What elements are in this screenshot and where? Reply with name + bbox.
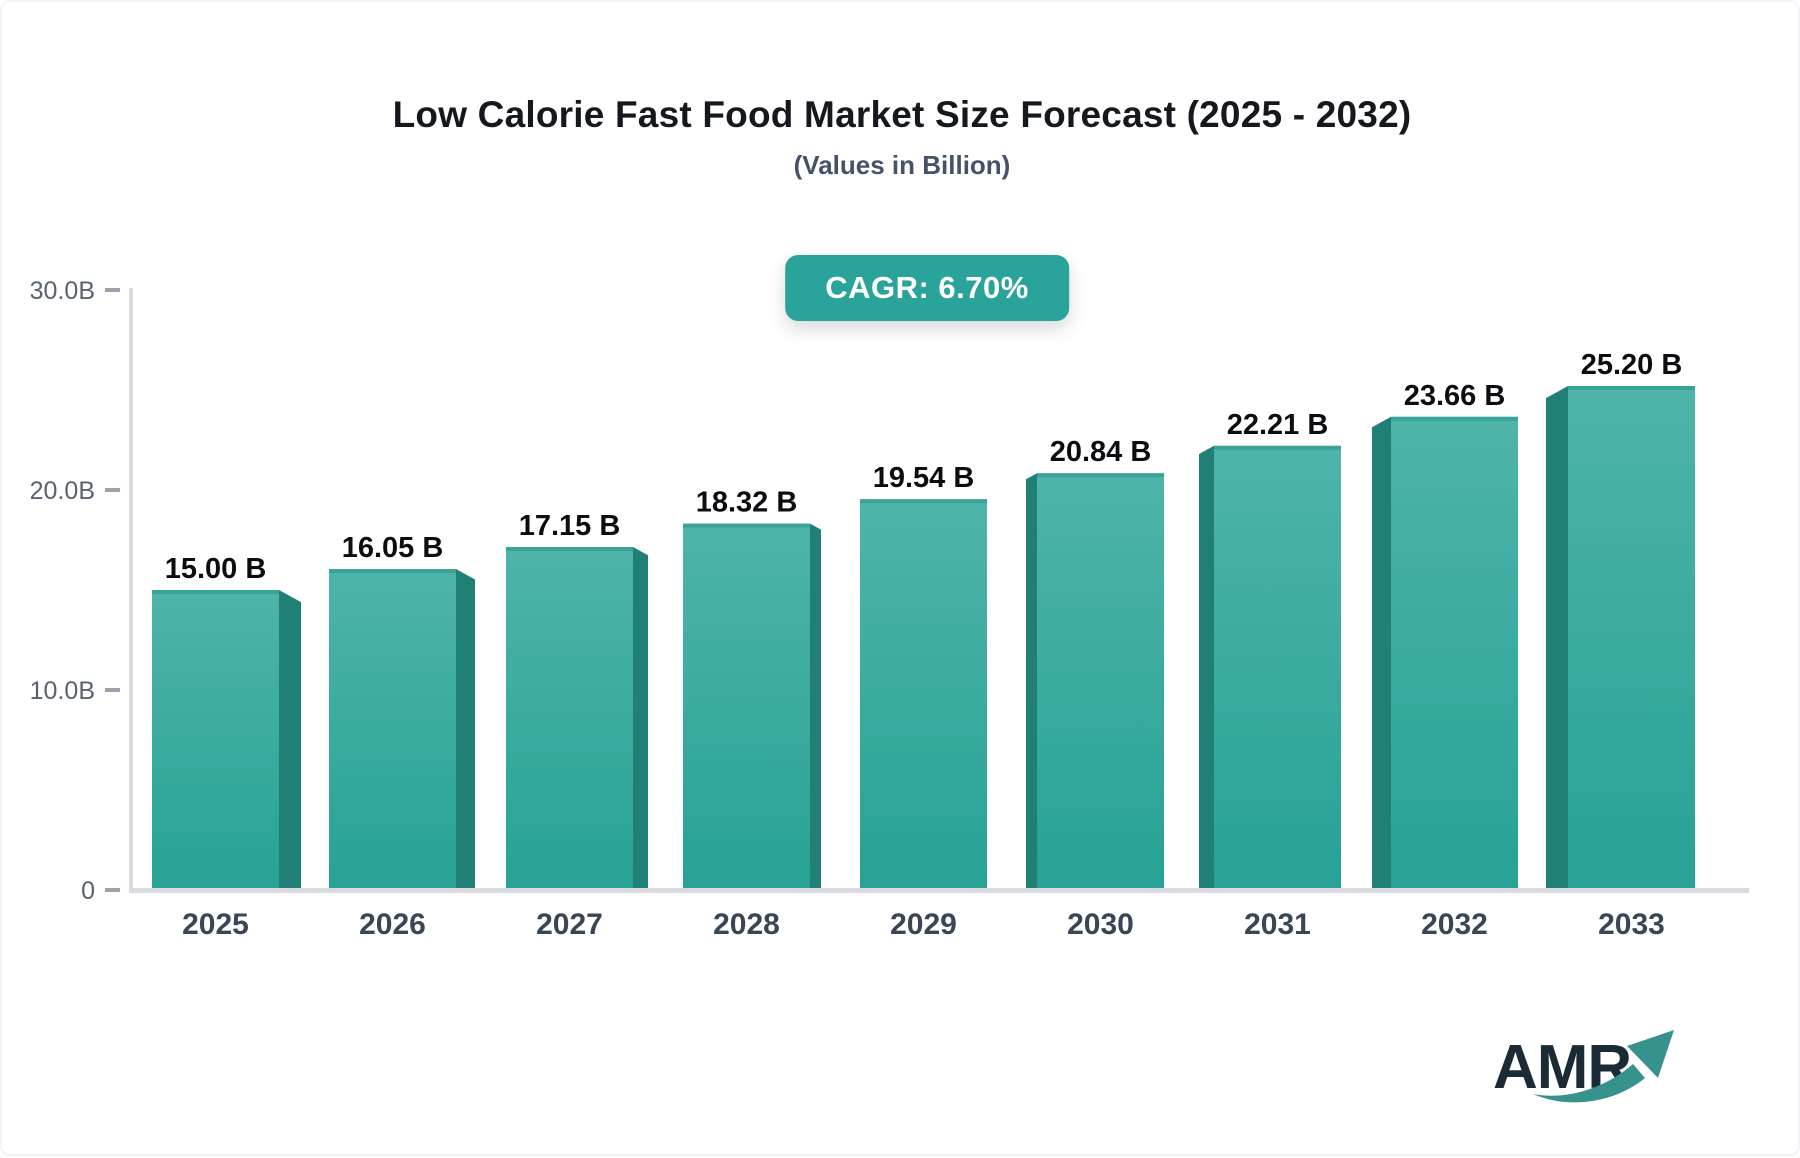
bar-top-edge <box>1214 445 1341 450</box>
page-subtitle: (Values in Billion) <box>793 150 1011 180</box>
x-axis-label: 2028 <box>713 908 780 941</box>
bar <box>152 590 279 888</box>
bar-value-label: 22.21 B <box>1227 409 1329 441</box>
y-axis-tick <box>105 288 120 292</box>
y-axis-tick <box>105 688 120 692</box>
bar-top-edge <box>1037 473 1164 478</box>
y-axis-tick-label: 30.0B <box>30 277 95 305</box>
bar-side-panel <box>1026 473 1037 888</box>
bar-side-panel <box>1546 386 1568 888</box>
bar-value-label: 16.05 B <box>342 532 444 564</box>
y-axis-line <box>129 288 133 893</box>
x-axis-label: 2026 <box>359 908 426 941</box>
bar-top-edge <box>860 499 987 504</box>
bar-side-panel <box>456 569 475 888</box>
y-axis-tick-label: 10.0B <box>30 677 95 705</box>
amr-logo: AMR <box>1493 1030 1674 1103</box>
x-axis-label: 2027 <box>536 908 603 941</box>
bar-side-panel <box>810 523 821 888</box>
y-axis-tick-label: 20.0B <box>30 477 95 505</box>
bar <box>329 569 456 888</box>
x-axis-label: 2033 <box>1598 908 1665 941</box>
x-axis-label: 2032 <box>1421 908 1488 941</box>
bar <box>506 547 633 888</box>
x-axis-line <box>129 888 1749 893</box>
bar <box>683 523 810 888</box>
bar-side-panel <box>1199 445 1214 888</box>
bar-value-label: 18.32 B <box>696 487 798 519</box>
bar-top-edge <box>1568 386 1695 390</box>
page-title: Low Calorie Fast Food Market Size Foreca… <box>392 94 1412 135</box>
bar-value-label: 17.15 B <box>519 510 621 542</box>
y-axis-tick <box>105 888 120 892</box>
bar-value-label: 23.66 B <box>1404 380 1506 412</box>
bar <box>860 499 987 888</box>
cagr-badge: CAGR: 6.70% <box>785 255 1069 321</box>
bar <box>1391 416 1518 888</box>
bar-side-panel <box>279 590 301 888</box>
bar-value-label: 20.84 B <box>1050 436 1152 468</box>
x-axis-label: 2025 <box>182 908 249 941</box>
x-axis-label: 2030 <box>1067 908 1134 941</box>
bar <box>1037 473 1164 888</box>
y-axis-tick-label: 0 <box>81 877 95 905</box>
bar <box>1568 386 1695 888</box>
bar-top-edge <box>1391 416 1518 421</box>
y-axis-tick <box>105 488 120 492</box>
bar-side-panel <box>633 547 648 888</box>
bar-side-panel <box>1372 416 1391 888</box>
x-axis-label: 2031 <box>1244 908 1311 941</box>
bar-top-edge <box>506 547 633 551</box>
bar-value-label: 25.20 B <box>1581 349 1683 381</box>
bar-top-edge <box>152 590 279 594</box>
bar-value-label: 19.54 B <box>873 462 975 494</box>
x-axis-label: 2029 <box>890 908 957 941</box>
bar-value-label: 15.00 B <box>165 553 267 585</box>
bar-top-edge <box>683 523 810 528</box>
growth-arrow-icon <box>1533 1030 1674 1103</box>
bar <box>1214 445 1341 888</box>
bar-top-edge <box>329 569 456 573</box>
